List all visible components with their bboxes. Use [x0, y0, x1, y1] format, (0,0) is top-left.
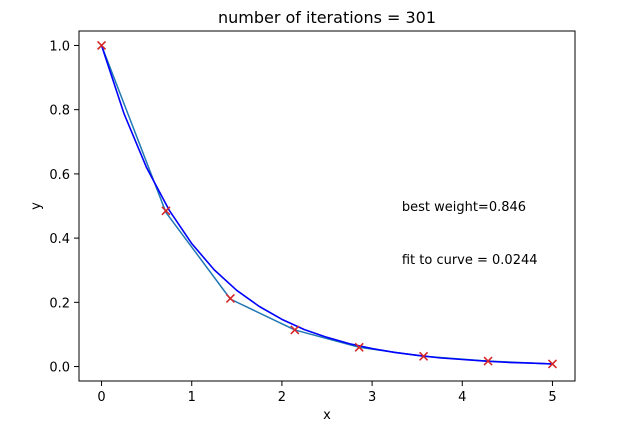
data-point-marker	[354, 342, 364, 352]
y-axis-label: y	[29, 202, 44, 210]
x-axis: 0 1 2 3 4 5	[97, 381, 557, 405]
x-axis-label: x	[323, 408, 331, 423]
x-tick-label: 3	[368, 390, 376, 405]
annotation-text: best weight=0.846	[402, 200, 526, 215]
data-point-marker	[483, 356, 493, 366]
y-tick-label: 0.4	[49, 232, 70, 247]
y-tick-label: 0.2	[49, 296, 70, 311]
data-point-marker	[96, 40, 107, 51]
data-point-marker	[225, 293, 235, 304]
fitted-curve-line	[100, 45, 553, 365]
x-tick-label: 5	[548, 390, 556, 405]
y-tick-label: 1.0	[49, 39, 70, 54]
y-tick-label: 0.8	[49, 104, 70, 119]
annotations: best weight=0.846 fit to curve = 0.0244	[402, 200, 538, 268]
x-tick-label: 0	[97, 390, 105, 405]
axes-frame	[78, 30, 576, 382]
data-point-marker	[161, 206, 171, 216]
y-axis: 0.0 0.2 0.4 0.6 0.8 1.0	[49, 39, 79, 376]
data-point-marker	[419, 351, 429, 361]
x-tick-label: 2	[278, 390, 286, 405]
annotation-text: fit to curve = 0.0244	[402, 253, 538, 268]
x-tick-label: 1	[188, 390, 196, 405]
y-tick-label: 0.0	[49, 361, 70, 376]
x-tick-label: 4	[458, 390, 466, 405]
y-tick-label: 0.6	[49, 168, 70, 183]
plot-area	[96, 40, 558, 369]
data-point-marker	[547, 359, 558, 369]
data-point-marker	[290, 325, 300, 335]
chart-title: number of iterations = 301	[218, 8, 436, 27]
